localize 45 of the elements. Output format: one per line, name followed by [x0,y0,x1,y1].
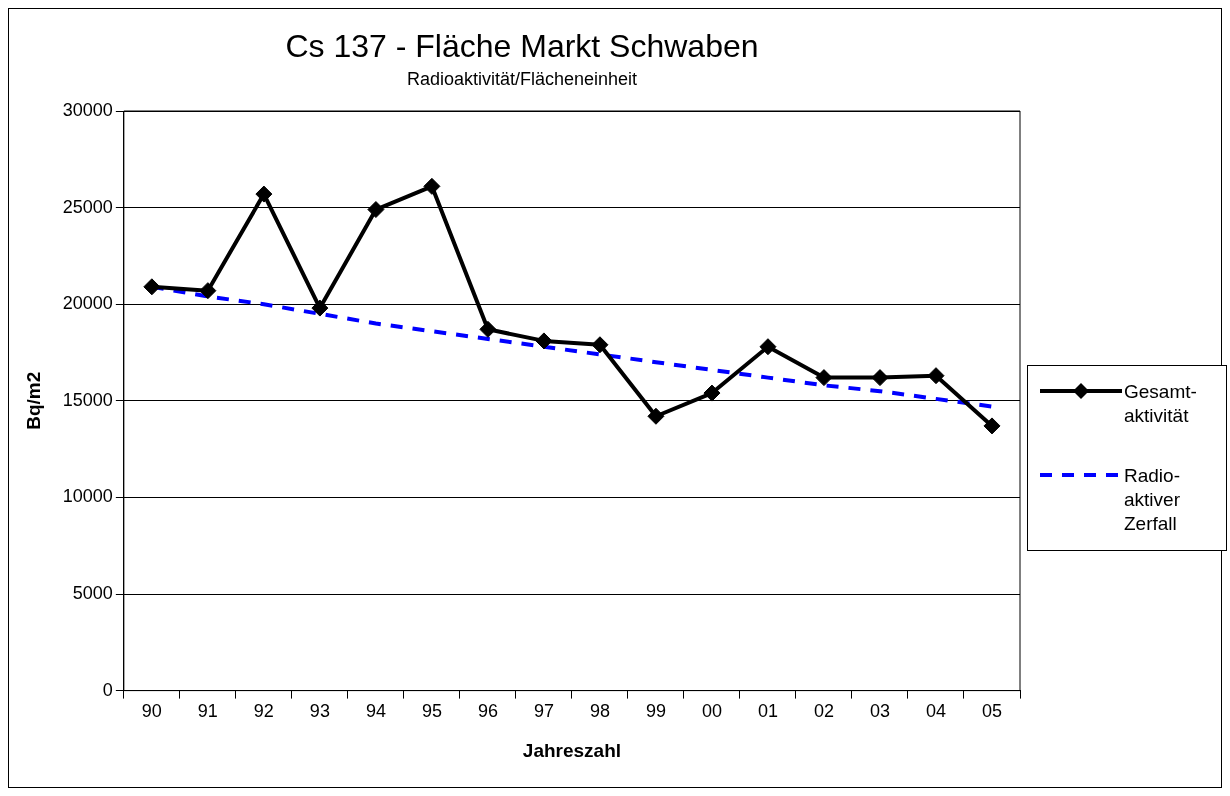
y-tick-label: 20000 [62,293,113,314]
point [647,407,665,425]
point [479,320,497,338]
point [983,417,1001,435]
x-axis-title: Jahreszahl [522,739,622,761]
x-tick-label: 01 [757,701,778,722]
y-tick-label: 25000 [62,196,113,217]
x-tick-label: 98 [589,701,610,722]
x-tick-label: 96 [477,701,498,722]
point [815,369,833,387]
x-tick-label: 05 [981,701,1003,722]
x-tick-label: 95 [421,701,442,722]
chart-subtitle: Radioaktivität/Flächeneinheit [406,69,638,90]
x-tick-label: 00 [701,701,722,722]
x-tick-label: 02 [813,701,834,722]
point [703,384,721,402]
legend-label: Radio-aktiver Zerfall [1124,464,1181,536]
x-tick-label: 99 [645,701,666,722]
y-tick-label: 15000 [62,389,113,410]
x-tick-label: 03 [869,701,890,722]
point [871,369,889,387]
x-tick-label: 92 [253,701,274,722]
point [535,332,553,350]
point [367,201,385,219]
point [255,185,273,203]
y-tick-label: 5000 [72,582,113,603]
chart-title: Cs 137 - Fläche Markt Schwaben [285,28,759,65]
point [311,299,329,317]
point [199,282,217,300]
y-tick-label: 10000 [62,486,113,507]
x-tick-label: 04 [925,701,946,722]
x-tick-label: 94 [365,701,386,722]
point [759,338,777,356]
x-tick-label: 97 [533,701,554,722]
x-tick-label: 91 [197,701,218,722]
legend-label: Gesamt-aktivität [1124,380,1198,428]
x-tick-label: 90 [141,701,162,722]
point [927,367,945,385]
y-axis-title: Bq/m2 [22,371,44,430]
point [591,336,609,354]
y-tick-label: 30000 [62,99,113,120]
point [143,278,161,296]
x-tick-label: 93 [309,701,330,722]
y-tick-label: 0 [102,679,113,700]
point [423,177,441,195]
